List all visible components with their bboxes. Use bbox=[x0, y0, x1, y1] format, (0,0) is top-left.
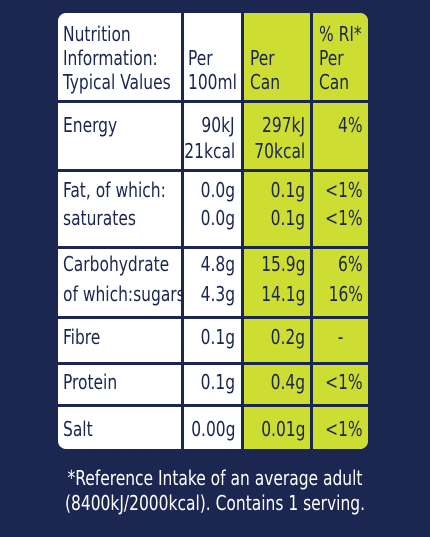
salt-per100: 0.00g bbox=[190, 417, 235, 441]
energy-per100-kj: 90kJ bbox=[201, 113, 235, 137]
nutrition-table: Nutrition Information: Typical Values Pe… bbox=[58, 13, 368, 449]
protein-percan: 0.4g bbox=[270, 370, 305, 394]
energy-per100-kcal: 21kcal bbox=[184, 139, 235, 163]
column-divider bbox=[181, 13, 184, 449]
header-ri-line3: Can bbox=[319, 70, 350, 94]
fibre-ri: - bbox=[337, 325, 344, 349]
carbohydrate-ri: 6% bbox=[338, 252, 363, 276]
ri-column-bg bbox=[313, 13, 368, 449]
sugars-per100: 4.3g bbox=[200, 282, 235, 306]
protein-label: Protein bbox=[63, 370, 118, 394]
protein-ri: <1% bbox=[325, 370, 363, 394]
row-divider bbox=[58, 100, 368, 103]
column-divider bbox=[241, 13, 244, 449]
energy-label: Energy bbox=[63, 113, 118, 137]
footnote-line1: *Reference Intake of an average adult bbox=[67, 466, 363, 490]
header-ri-line2: Per bbox=[319, 46, 344, 70]
salt-percan: 0.01g bbox=[260, 417, 305, 441]
header-label-line1: Nutrition bbox=[63, 22, 131, 46]
sugars-ri: 16% bbox=[328, 282, 363, 306]
header-label-line3: Typical Values bbox=[63, 70, 171, 94]
per-can-column-bg bbox=[244, 13, 310, 449]
saturates-per100: 0.0g bbox=[200, 206, 235, 230]
header-ri-line1: % RI* bbox=[319, 22, 362, 46]
energy-percan-kj: 297kJ bbox=[261, 113, 305, 137]
row-divider bbox=[58, 362, 368, 365]
fat-ri: <1% bbox=[325, 178, 363, 202]
fibre-label: Fibre bbox=[63, 325, 101, 349]
carbohydrate-per100: 4.8g bbox=[200, 252, 235, 276]
row-divider bbox=[58, 404, 368, 407]
row-divider bbox=[58, 246, 368, 249]
saturates-ri: <1% bbox=[325, 206, 363, 230]
header-percan-line2: Can bbox=[250, 70, 281, 94]
energy-percan-kcal: 70kcal bbox=[254, 139, 305, 163]
header-per100-line2: 100ml bbox=[188, 70, 237, 94]
fibre-percan: 0.2g bbox=[270, 325, 305, 349]
carbohydrate-percan: 15.9g bbox=[260, 252, 305, 276]
sugars-label: of which:sugars bbox=[63, 282, 185, 306]
fibre-per100: 0.1g bbox=[200, 325, 235, 349]
energy-ri: 4% bbox=[338, 113, 363, 137]
header-per100-line1: Per bbox=[188, 46, 213, 70]
row-divider bbox=[58, 169, 368, 172]
header-percan-line1: Per bbox=[250, 46, 275, 70]
header-label-line2: Information: bbox=[63, 46, 158, 70]
column-divider bbox=[310, 13, 313, 449]
footnote-line2: (8400kJ/2000kcal). Contains 1 serving. bbox=[64, 491, 366, 515]
carbohydrate-label: Carbohydrate bbox=[63, 252, 170, 276]
sugars-percan: 14.1g bbox=[260, 282, 305, 306]
row-divider bbox=[58, 316, 368, 319]
fat-label: Fat, of which: bbox=[63, 178, 166, 202]
salt-ri: <1% bbox=[325, 417, 363, 441]
fat-percan: 0.1g bbox=[270, 178, 305, 202]
saturates-percan: 0.1g bbox=[270, 206, 305, 230]
saturates-label: saturates bbox=[63, 206, 136, 230]
fat-per100: 0.0g bbox=[200, 178, 235, 202]
protein-per100: 0.1g bbox=[200, 370, 235, 394]
salt-label: Salt bbox=[63, 417, 93, 441]
